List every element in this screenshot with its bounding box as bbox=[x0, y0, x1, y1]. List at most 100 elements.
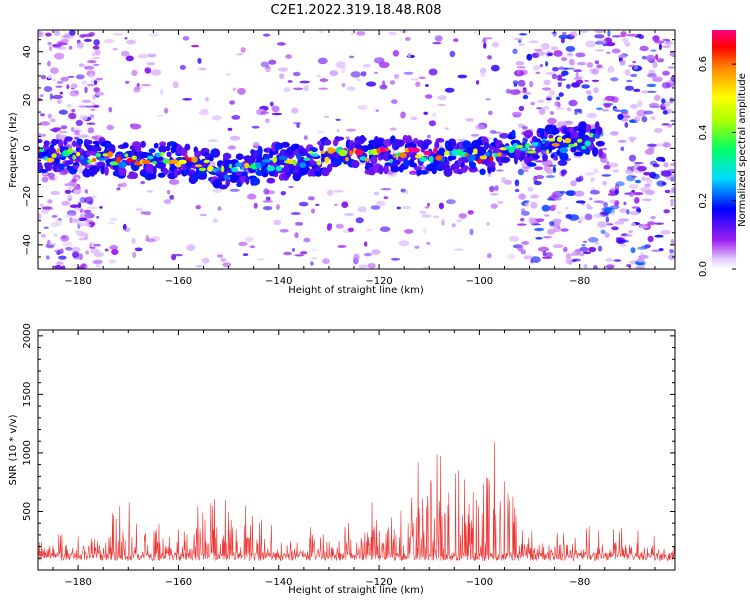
spectrogram-noise-blob bbox=[641, 176, 646, 182]
spectrogram-noise-blob bbox=[628, 154, 637, 162]
spectrogram-ridge-halo bbox=[476, 146, 487, 156]
spectrogram-noise-blob bbox=[631, 222, 636, 227]
spectrogram-noise-blob bbox=[528, 40, 539, 44]
spectrogram-noise-blob bbox=[156, 114, 164, 117]
spectrogram-noise-blob bbox=[639, 45, 649, 52]
spectrogram-noise-blob bbox=[86, 60, 97, 64]
spectrogram-noise-blob bbox=[70, 83, 78, 89]
spectrogram-ridge-core bbox=[203, 159, 210, 164]
spectrogram-ridge-halo bbox=[428, 162, 439, 172]
spectrogram-noise-blob bbox=[60, 76, 69, 82]
spectrogram-noise-blob bbox=[545, 72, 556, 75]
spectrogram-noise-blob bbox=[517, 69, 522, 75]
spectrogram-ridge-core bbox=[131, 155, 138, 160]
spectrogram-noise-blob bbox=[622, 38, 628, 43]
spectrogram-ridge-halo bbox=[223, 153, 232, 160]
spectrogram-ridge-halo bbox=[261, 165, 269, 174]
spectrogram-ridge-core bbox=[541, 138, 546, 144]
spectrogram-noise-blob bbox=[296, 122, 300, 129]
spectrogram-ridge-core bbox=[109, 161, 119, 166]
spectrogram-noise-blob bbox=[144, 67, 152, 74]
spectrogram-noise-blob bbox=[601, 109, 610, 112]
spectrogram-noise-blob bbox=[593, 213, 604, 218]
spectrogram-ridge-halo bbox=[153, 142, 159, 149]
spectrogram-noise-blob bbox=[566, 84, 571, 89]
spectrogram-noise-blob bbox=[61, 236, 66, 239]
spectrogram-ridge-halo bbox=[118, 167, 127, 177]
spectrogram-noise-blob bbox=[78, 105, 89, 108]
spectrogram-noise-blob bbox=[403, 71, 414, 75]
spectrogram-noise-blob bbox=[322, 258, 330, 265]
spectrogram-noise-blob bbox=[140, 211, 145, 215]
spectrogram-noise-blob bbox=[72, 251, 80, 258]
spectrogram-noise-blob bbox=[271, 105, 280, 113]
spectrogram-ridge-core bbox=[191, 156, 198, 163]
spectrogram-noise-blob bbox=[247, 193, 257, 200]
spectrogram-ridge-core bbox=[262, 159, 272, 163]
spectrogram-noise-blob bbox=[626, 264, 632, 268]
spectrogram-noise-blob bbox=[604, 232, 610, 238]
spectrogram-noise-blob bbox=[326, 189, 334, 196]
spectrogram-noise-blob bbox=[160, 89, 164, 96]
spectrogram-noise-blob bbox=[419, 210, 427, 215]
spectrogram-noise-blob bbox=[497, 200, 504, 205]
spectrogram-ridge-core bbox=[299, 162, 307, 169]
spectrogram-noise-blob bbox=[607, 30, 611, 37]
spectrogram-noise-blob bbox=[605, 258, 614, 262]
spectrogram-ridge-core bbox=[124, 153, 129, 158]
spectrogram-noise-blob bbox=[611, 35, 622, 38]
spectrogram-noise-blob bbox=[604, 95, 616, 102]
spectrogram-ridge-halo bbox=[592, 146, 599, 157]
spectrogram-noise-blob bbox=[669, 249, 674, 254]
spectrogram-noise-blob bbox=[371, 249, 381, 255]
spectrogram-ridge-halo bbox=[403, 158, 409, 168]
spectrogram-noise-blob bbox=[292, 71, 301, 77]
spectrogram-noise-blob bbox=[432, 215, 440, 219]
spectrogram-noise-blob bbox=[550, 46, 558, 51]
spectrogram-noise-blob bbox=[488, 110, 493, 116]
spectrogram-noise-blob bbox=[573, 69, 583, 73]
spectrogram-noise-blob bbox=[648, 102, 660, 108]
spectrogram-noise-blob bbox=[589, 190, 601, 195]
spectrogram-noise-blob bbox=[393, 73, 400, 80]
spectrogram-noise-blob bbox=[143, 211, 152, 216]
spectrogram-noise-blob bbox=[47, 199, 53, 204]
spectrogram-noise-blob bbox=[428, 68, 438, 76]
spectrogram-noise-blob bbox=[117, 183, 123, 188]
spectrogram-noise-blob bbox=[644, 148, 655, 155]
spectrogram-noise-blob bbox=[446, 199, 456, 205]
spectrogram-noise-blob bbox=[473, 31, 478, 34]
spectrogram-noise-blob bbox=[541, 42, 550, 50]
spectrogram-noise-blob bbox=[186, 244, 196, 252]
spectrogram-ridge-halo bbox=[422, 141, 429, 150]
spectrogram-noise-blob bbox=[552, 66, 559, 72]
spectrogram-noise-blob bbox=[559, 190, 566, 194]
spectrogram-noise-blob bbox=[662, 142, 671, 148]
spectrogram-noise-blob bbox=[347, 227, 354, 232]
spectrogram-noise-blob bbox=[76, 222, 87, 227]
spectrogram-noise-blob bbox=[295, 222, 304, 226]
spectrogram-noise-blob bbox=[227, 145, 236, 150]
spectrogram-noise-blob bbox=[52, 78, 56, 82]
spectrogram-noise-blob bbox=[578, 216, 584, 222]
spectrogram-noise-blob bbox=[660, 229, 671, 235]
spectrogram-noise-blob bbox=[364, 241, 368, 247]
spectrogram-ridge-halo bbox=[526, 134, 531, 139]
spectrogram-ridge-core bbox=[435, 155, 444, 161]
spectrogram-noise-blob bbox=[624, 122, 629, 128]
spectrogram-noise-blob bbox=[373, 191, 380, 196]
spectrogram-ridge-halo bbox=[157, 172, 166, 178]
spectrogram-noise-blob bbox=[620, 118, 629, 122]
spectrogram-ridge-halo bbox=[532, 154, 541, 159]
spectrogram-ridge-halo bbox=[548, 134, 554, 139]
spectrogram-noise-blob bbox=[552, 244, 564, 249]
spectrogram-noise-blob bbox=[586, 62, 594, 68]
spectrogram-noise-blob bbox=[634, 115, 641, 122]
spectrogram-noise-blob bbox=[111, 249, 119, 255]
spectrogram-noise-blob bbox=[533, 180, 542, 186]
spectrogram-noise-blob bbox=[56, 133, 60, 141]
spectrogram-noise-blob bbox=[91, 101, 96, 106]
spectrogram-ridge-halo bbox=[511, 129, 516, 139]
spectrogram-noise-blob bbox=[636, 257, 645, 263]
spectrogram-noise-blob bbox=[316, 130, 325, 134]
